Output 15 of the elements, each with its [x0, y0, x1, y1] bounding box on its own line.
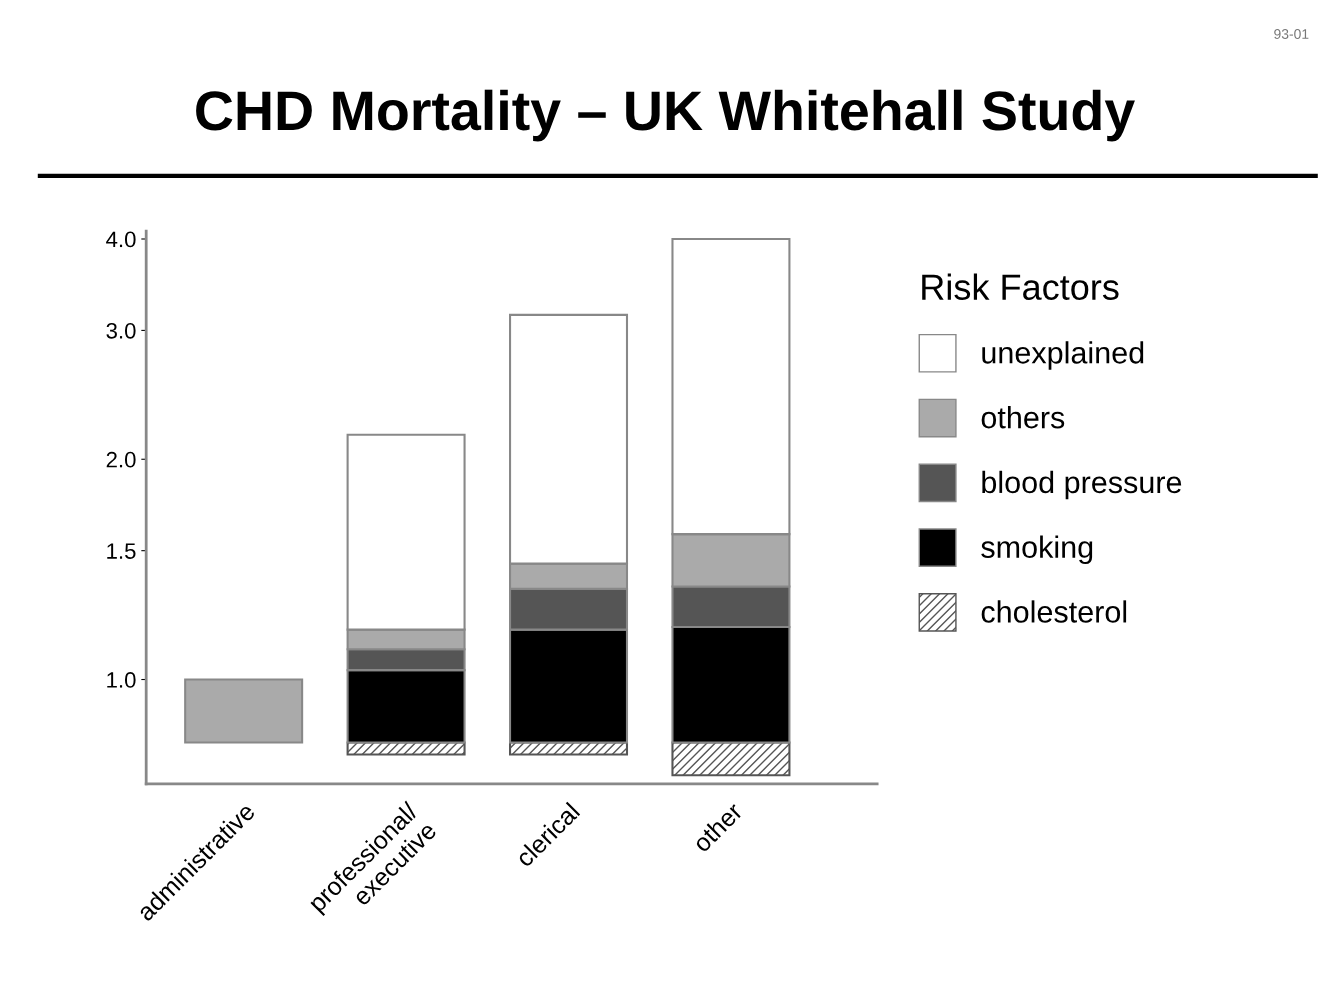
legend-title: Risk Factors: [922, 273, 1119, 300]
bar: [184, 678, 304, 744]
text: 93-01: [1274, 29, 1309, 39]
chart-title: CHD Mortality – UK Whitehall Study: [196, 89, 1135, 142]
bar: [671, 741, 791, 777]
y-tick-label: 2.0: [106, 451, 136, 468]
legend-label: blood pressure: [982, 470, 1182, 500]
legend-label: smoking: [981, 535, 1093, 565]
legend-label: unexplained: [982, 341, 1144, 370]
y-tick-label: 4.0: [106, 231, 136, 248]
y-tick-label: 3.0: [106, 322, 136, 339]
legend-label: others: [981, 405, 1065, 429]
y-tick-label: 1.0: [107, 672, 136, 688]
y-tick-label: 1.5: [107, 543, 136, 559]
legend-label: cholesterol: [981, 600, 1127, 623]
